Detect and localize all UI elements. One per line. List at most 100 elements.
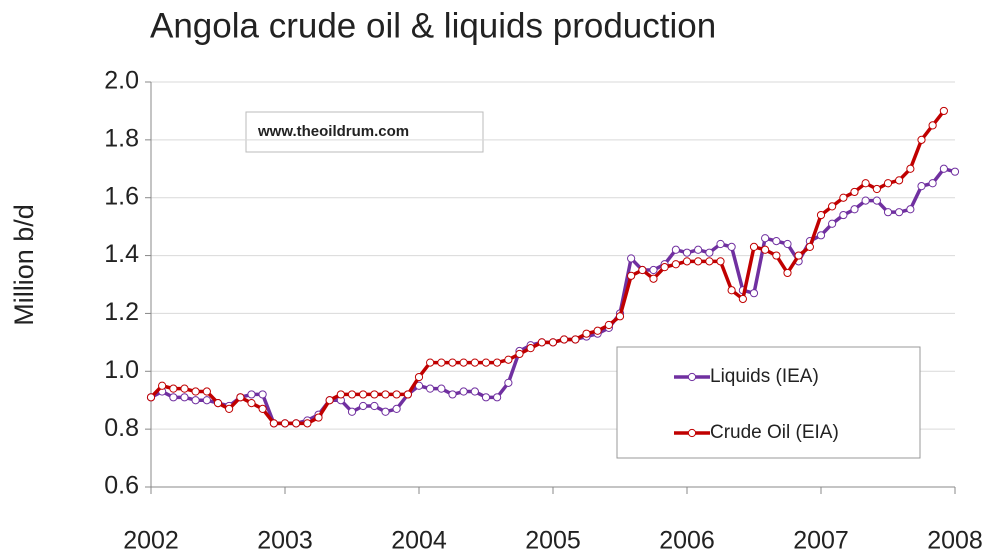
data-point [448, 358, 457, 367]
data-point [627, 271, 636, 280]
data-point [191, 396, 200, 405]
data-point [180, 384, 189, 393]
annotation: www.theoildrum.com [257, 123, 409, 140]
data-point [258, 390, 267, 399]
data-point [426, 384, 435, 393]
data-point [459, 387, 468, 396]
data-point [236, 393, 245, 402]
data-point [325, 396, 334, 405]
data-point [883, 179, 893, 188]
data-point [705, 257, 714, 266]
data-point [493, 358, 502, 367]
y-tick-label: 1.6 [104, 182, 139, 210]
y-tick-label: 0.6 [104, 472, 139, 500]
data-point [180, 393, 189, 402]
data-point [459, 358, 468, 367]
data-point [158, 381, 167, 390]
data-point [772, 251, 781, 260]
data-point [225, 404, 234, 413]
legend-box [616, 346, 921, 459]
data-point [280, 419, 290, 428]
data-point [437, 384, 446, 393]
y-tick-label: 0.8 [104, 414, 139, 442]
y-tick-label: 1.2 [104, 298, 139, 326]
y-tick-label: 2.0 [104, 67, 139, 95]
x-tick-label: 2005 [525, 527, 581, 555]
data-point [861, 179, 870, 188]
data-point [615, 312, 625, 321]
data-point [716, 257, 725, 266]
data-point [370, 390, 379, 399]
chart-title: Angola crude oil & liquids production [150, 6, 716, 45]
data-point [303, 419, 312, 428]
data-point [359, 390, 368, 399]
data-point [917, 182, 926, 191]
data-point [794, 251, 803, 260]
data-point [694, 245, 703, 254]
data-point [694, 257, 703, 266]
data-point [761, 234, 770, 243]
data-point [347, 390, 357, 399]
data-point [481, 358, 491, 367]
data-point [414, 372, 424, 382]
data-point [928, 121, 937, 130]
data-point [202, 387, 211, 396]
data-point [582, 329, 591, 338]
data-point [392, 390, 401, 399]
data-point [202, 396, 211, 405]
data-point [850, 187, 859, 197]
annotation-box [245, 111, 484, 153]
data-point [671, 245, 680, 254]
data-point [370, 401, 379, 411]
data-point [526, 344, 535, 353]
data-point [336, 390, 345, 399]
data-point [839, 210, 848, 220]
data-point [247, 399, 256, 408]
data-point [403, 390, 412, 399]
data-point [839, 193, 848, 202]
data-point [828, 219, 837, 228]
data-point [515, 349, 524, 359]
x-tick-label: 2003 [257, 527, 313, 555]
data-point [314, 413, 323, 422]
data-point [247, 390, 256, 399]
data-point [682, 257, 692, 266]
data-point [883, 208, 893, 217]
x-tick-label: 2007 [793, 527, 849, 555]
legend-label: Liquids (IEA) [710, 366, 819, 387]
y-tick-label: 1.0 [104, 356, 139, 384]
data-point [169, 384, 178, 393]
data-point [872, 184, 881, 194]
data-point [548, 338, 558, 347]
data-point [783, 268, 792, 278]
x-tick-label: 2008 [927, 527, 983, 555]
y-axis-label: Million b/d [9, 204, 39, 326]
data-point [783, 239, 792, 249]
y-tick-label: 1.8 [104, 124, 139, 152]
data-point [448, 390, 457, 399]
data-point [213, 399, 223, 408]
data-point [560, 335, 569, 344]
data-point [169, 393, 178, 402]
data-point [504, 378, 513, 387]
data-point [292, 419, 301, 428]
data-point [470, 387, 479, 396]
data-point [359, 401, 368, 411]
data-point [392, 404, 401, 413]
legend-marker [687, 428, 697, 438]
data-point [939, 106, 948, 116]
data-point [493, 393, 502, 402]
data-point [347, 407, 357, 416]
data-point [571, 335, 580, 344]
data-point [861, 196, 870, 205]
data-point [381, 390, 390, 399]
data-point [906, 205, 915, 214]
data-point [627, 254, 636, 263]
data-point [727, 286, 736, 295]
data-point [426, 358, 435, 367]
legend-marker [687, 372, 697, 382]
data-point [437, 358, 446, 367]
data-point [895, 176, 904, 185]
data-point [593, 326, 602, 335]
